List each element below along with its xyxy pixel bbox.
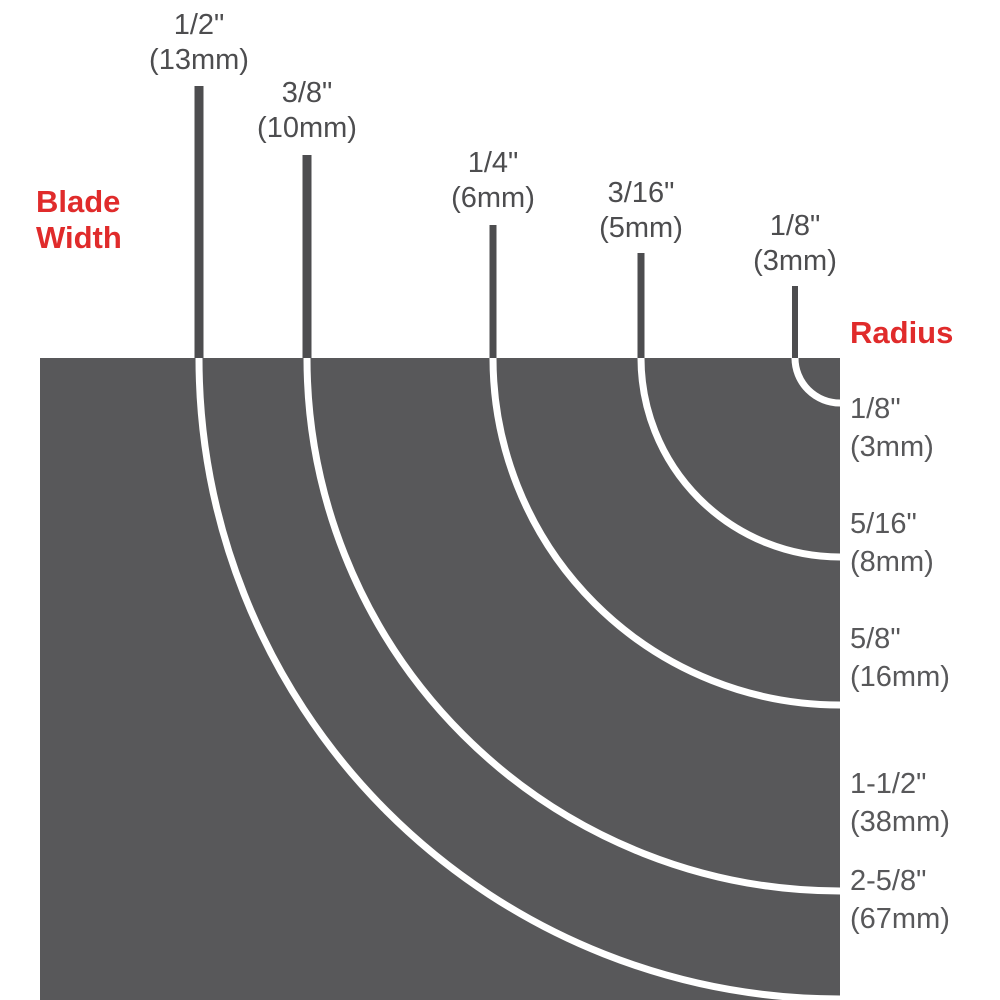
radius-label-5-8: 5/8" (16mm) [850,623,950,693]
radius-label-1-1-2: 1-1/2" (38mm) [850,768,950,838]
blade-width-label-1-2: 1/2" (13mm) [149,9,249,76]
cut-curve-1-4 [489,357,841,709]
workpiece-block [40,358,840,1000]
blade-stems-group [194,86,798,358]
blade-width-label-1-8: 1/8" (3mm) [753,210,837,277]
cut-curve-1-2 [195,357,841,1000]
blade-stem-1-4 [489,225,497,358]
radius-label-5-16: 5/16" (8mm) [850,508,934,578]
radius-label-1-8: 1/8" (3mm) [850,393,934,463]
blade-stem-3-8 [302,155,312,358]
blade-width-heading: Blade Width [36,184,122,255]
blade-width-label-1-4: 1/4" (6mm) [451,147,535,214]
blade-stem-3-16 [637,253,645,358]
cut-curve-1-8 [791,357,841,407]
radius-heading: Radius [850,315,954,350]
cut-curve-3-8 [303,357,841,895]
blade-width-label-3-8: 3/8" (10mm) [257,77,357,144]
blade-stem-1-8 [792,286,798,358]
radius-label-2-5-8: 2-5/8" (67mm) [850,865,950,935]
blade-stem-1-2 [194,86,204,358]
cut-curve-3-16 [637,357,841,561]
blade-width-label-3-16: 3/16" (5mm) [599,177,683,244]
cut-path-curves-group [195,357,841,1000]
